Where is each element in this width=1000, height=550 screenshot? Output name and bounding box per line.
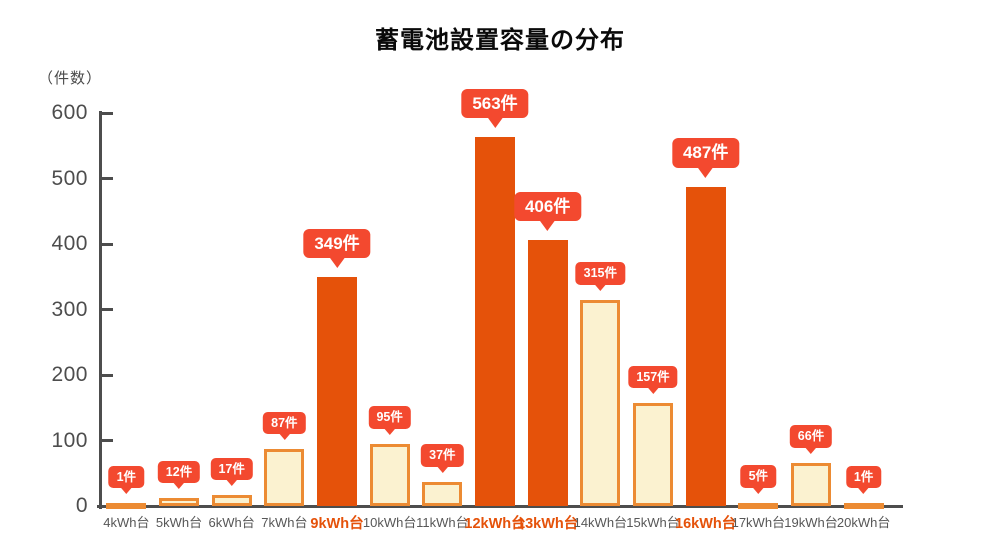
y-tick-label-300: 300 — [51, 297, 88, 321]
y-tick-mark-400 — [100, 242, 113, 246]
bar-12kWh台 — [475, 137, 515, 506]
value-badge-label: 95件 — [368, 406, 411, 429]
value-badge-4kWh台: 1件 — [108, 465, 145, 494]
value-badge-label: 12件 — [157, 460, 201, 484]
y-tick-label-600: 600 — [51, 101, 88, 124]
bar-15kWh台 — [633, 403, 673, 506]
value-badge-pointer — [173, 482, 185, 490]
value-badge-label: 17件 — [210, 457, 253, 480]
bar-19kWh台 — [791, 462, 831, 506]
x-label-5kWh台: 5kWh台 — [155, 515, 203, 530]
y-axis-unit-label: （件数） — [38, 70, 103, 87]
chart-title: 蓄電池設置容量の分布 — [375, 27, 625, 54]
x-label-19kWh台: 19kWh台 — [784, 515, 838, 530]
value-badge-19kWh台: 66件 — [789, 425, 833, 454]
y-tick-mark-500 — [100, 177, 113, 180]
y-tick-mark-200 — [100, 373, 113, 377]
x-label-6kWh台: 6kWh台 — [208, 515, 255, 530]
value-badge-10kWh台: 95件 — [368, 406, 411, 435]
value-badge-label: 349件 — [303, 228, 371, 259]
value-badge-5kWh台: 12件 — [157, 460, 201, 490]
value-badge-pointer — [120, 487, 133, 494]
value-badge-11kWh台: 37件 — [421, 444, 464, 473]
bar-14kWh台 — [580, 299, 621, 506]
value-badge-label: 5件 — [740, 465, 777, 488]
y-tick-label-200: 200 — [51, 363, 88, 386]
value-badge-label: 487件 — [671, 138, 740, 169]
value-badge-20kWh台: 1件 — [845, 465, 882, 494]
value-badge-15kWh台: 157件 — [628, 365, 678, 395]
x-label-7kWh台: 7kWh台 — [261, 515, 308, 530]
y-tick-mark-300 — [100, 308, 113, 311]
x-label-14kWh台: 14kWh台 — [573, 515, 628, 530]
bar-17kWh台 — [738, 502, 779, 509]
x-label-11kWh台: 11kWh台 — [416, 515, 469, 530]
value-badge-pointer — [436, 465, 449, 473]
x-label-12kWh台: 12kWh台 — [464, 516, 526, 532]
x-label-4kWh台: 4kWh台 — [103, 515, 150, 530]
value-badge-pointer — [539, 220, 556, 232]
value-badge-17kWh台: 5件 — [740, 465, 777, 494]
value-badge-label: 315件 — [575, 262, 626, 285]
value-badge-label: 87件 — [263, 411, 306, 435]
bar-11kWh台 — [422, 481, 463, 506]
bar-5kWh台 — [159, 498, 199, 506]
bar-6kWh台 — [211, 494, 252, 506]
x-label-16kWh台: 16kWh台 — [675, 516, 737, 532]
x-label-15kWh台: 15kWh台 — [626, 515, 680, 530]
value-badge-pointer — [225, 478, 238, 486]
value-badge-6kWh台: 17件 — [210, 457, 253, 486]
value-badge-pointer — [383, 427, 396, 435]
value-badge-12kWh台: 563件 — [461, 88, 529, 129]
value-badge-pointer — [594, 283, 607, 291]
x-label-10kWh台: 10kWh台 — [362, 515, 417, 530]
bar-9kWh台 — [317, 277, 357, 506]
value-badge-pointer — [278, 433, 291, 441]
value-badge-label: 37件 — [421, 444, 464, 467]
bar-16kWh台 — [685, 187, 726, 506]
x-label-9kWh台: 9kWh台 — [310, 516, 364, 532]
value-badge-pointer — [805, 446, 817, 454]
value-badge-pointer — [329, 257, 345, 269]
x-label-13kWh台: 13kWh台 — [517, 516, 579, 532]
bar-10kWh台 — [369, 443, 410, 506]
value-badge-label: 66件 — [789, 425, 833, 448]
value-badge-pointer — [487, 117, 503, 129]
x-axis-line — [97, 505, 903, 508]
value-badge-16kWh台: 487件 — [671, 138, 740, 179]
value-badge-label: 1件 — [108, 465, 145, 488]
y-tick-label-500: 500 — [51, 166, 88, 190]
bar-20kWh台 — [843, 503, 884, 509]
value-badge-pointer — [646, 387, 659, 395]
value-badge-pointer — [857, 487, 870, 494]
y-tick-label-100: 100 — [51, 428, 88, 452]
value-badge-9kWh台: 349件 — [303, 228, 371, 269]
value-badge-14kWh台: 315件 — [575, 262, 626, 291]
bar-7kWh台 — [264, 449, 305, 506]
y-tick-mark-100 — [100, 439, 113, 442]
bar-13kWh台 — [527, 240, 568, 506]
value-badge-pointer — [697, 167, 714, 179]
value-badge-label: 157件 — [628, 365, 678, 389]
x-label-20kWh台: 20kWh台 — [836, 515, 891, 530]
value-badge-label: 563件 — [461, 88, 529, 119]
value-badge-label: 406件 — [513, 191, 582, 222]
value-badge-label: 1件 — [845, 465, 882, 488]
x-label-17kWh台: 17kWh台 — [731, 515, 786, 530]
value-badge-7kWh台: 87件 — [263, 411, 306, 441]
y-tick-label-0: 0 — [75, 494, 88, 517]
y-tick-mark-600 — [100, 111, 113, 115]
value-badge-pointer — [752, 486, 765, 494]
y-tick-label-400: 400 — [51, 232, 88, 255]
bar-4kWh台 — [106, 503, 147, 509]
value-badge-13kWh台: 406件 — [513, 191, 582, 232]
